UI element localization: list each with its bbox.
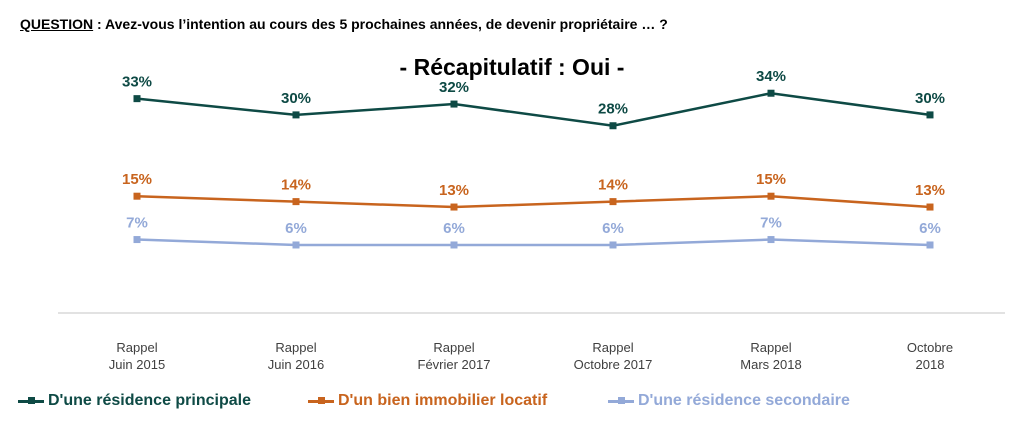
data-point <box>767 236 775 244</box>
data-label: 7% <box>760 215 782 232</box>
legend-label: D'une résidence secondaire <box>638 392 850 409</box>
legend-swatch <box>18 397 44 404</box>
data-point <box>133 192 141 200</box>
legend-swatch <box>308 397 334 404</box>
question-header: QUESTION : Avez-vous l’intention au cour… <box>20 16 668 32</box>
data-label: 33% <box>122 74 152 91</box>
x-tick-label: Rappel Juin 2016 <box>268 340 324 372</box>
data-point <box>609 241 617 249</box>
x-tick-label: Rappel Juin 2015 <box>109 340 165 372</box>
data-label: 14% <box>281 177 311 194</box>
data-label: 6% <box>919 220 941 237</box>
legend-item-1: D'une résidence principale <box>18 392 251 410</box>
legend-label: D'un bien immobilier locatif <box>338 392 548 409</box>
data-label: 6% <box>285 220 307 237</box>
data-label: 30% <box>915 90 945 107</box>
data-label: 34% <box>756 68 786 85</box>
data-point <box>767 89 775 97</box>
data-point <box>292 111 300 119</box>
data-point <box>292 241 300 249</box>
data-point <box>926 111 934 119</box>
data-label: 30% <box>281 90 311 107</box>
x-tick-label: Octobre 2018 <box>907 340 953 372</box>
data-point <box>926 203 934 211</box>
question-separator: : <box>93 16 106 32</box>
series-line-2 <box>136 194 931 209</box>
data-point <box>133 236 141 244</box>
question-text: Avez-vous l’intention au cours des 5 pro… <box>105 16 668 32</box>
chart-title: - Récapitulatif : Oui - <box>399 54 625 80</box>
data-label: 14% <box>598 177 628 194</box>
data-point <box>450 100 458 108</box>
data-label: 6% <box>602 220 624 237</box>
data-label: 6% <box>443 220 465 237</box>
data-label: 13% <box>915 182 945 199</box>
chart-legend: D'une résidence principale D'un bien immo… <box>18 392 1018 416</box>
data-point <box>133 95 141 103</box>
legend-item-3: D'une résidence secondaire <box>608 392 850 410</box>
data-point <box>292 198 300 206</box>
x-tick-label: Rappel Février 2017 <box>418 340 491 372</box>
data-label: 28% <box>598 101 628 118</box>
x-tick-label: Rappel Mars 2018 <box>740 340 801 372</box>
series-line-3 <box>136 238 931 247</box>
data-point <box>767 192 775 200</box>
data-point <box>609 198 617 206</box>
line-chart: 33% 30% 32% 28% 34% 30% 15% 14% 13% 14% 15% 13% 7% 6%… <box>58 68 1005 372</box>
data-label: 7% <box>126 215 148 232</box>
legend-item-2: D'un bien immobilier locatif <box>308 392 547 410</box>
x-tick-label: Rappel Octobre 2017 <box>574 340 653 372</box>
data-point <box>450 241 458 249</box>
data-label: 15% <box>122 171 152 188</box>
question-label: QUESTION <box>20 16 94 32</box>
data-label: 15% <box>756 171 786 188</box>
data-label: 32% <box>439 79 469 96</box>
data-point <box>609 122 617 130</box>
legend-swatch <box>608 397 634 404</box>
data-point <box>450 203 458 211</box>
data-point <box>926 241 934 249</box>
data-label: 13% <box>439 182 469 199</box>
series-line-1 <box>136 91 931 128</box>
legend-label: D'une résidence principale <box>48 392 251 409</box>
